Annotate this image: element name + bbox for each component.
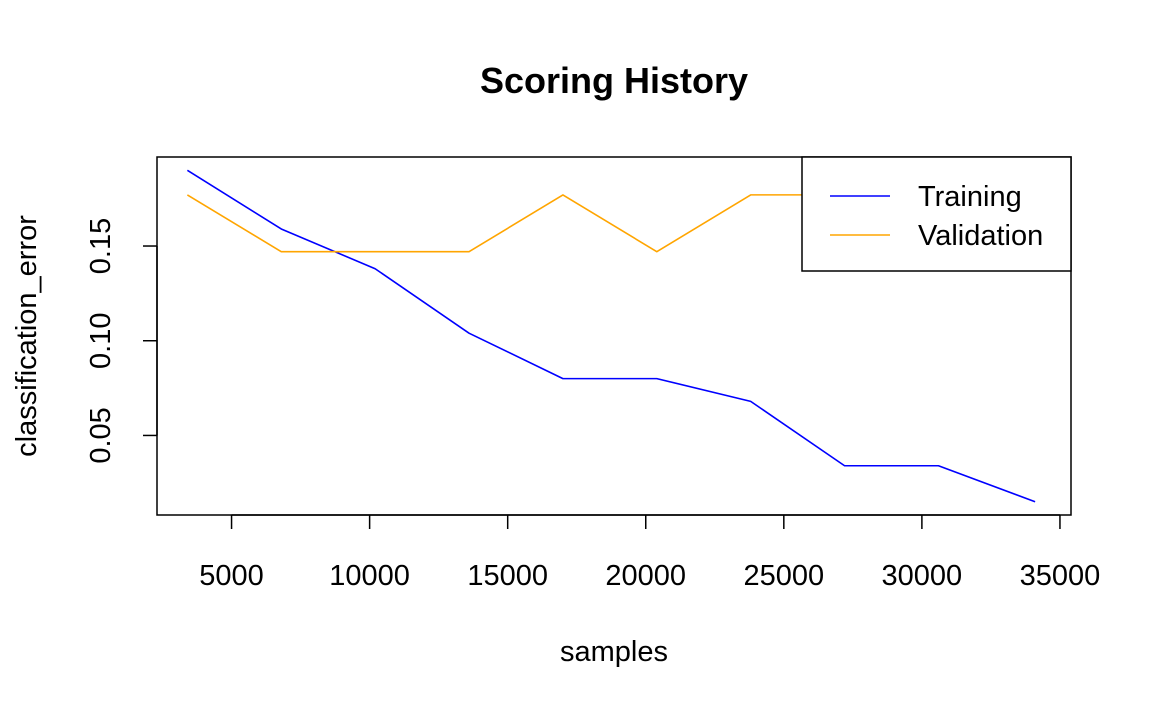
series-line-validation [186, 194, 845, 253]
legend-label-validation: Validation [918, 220, 1043, 252]
x-tick-label: 30000 [882, 560, 963, 592]
x-tick-label: 35000 [1020, 560, 1101, 592]
legend-label-training: Training [918, 181, 1022, 213]
y-tick-label: 0.10 [85, 313, 117, 369]
chart-title: Scoring History [480, 60, 748, 101]
x-tick-label: 20000 [605, 560, 686, 592]
x-tick-label: 15000 [467, 560, 548, 592]
y-tick-label: 0.15 [85, 218, 117, 274]
x-tick-label: 25000 [743, 560, 824, 592]
x-tick-label: 10000 [329, 560, 410, 592]
x-tick-label: 5000 [199, 560, 264, 592]
x-axis: 5000 10000 15000 20000 25000 30000 35000 [199, 514, 1101, 592]
x-axis-label: samples [560, 636, 668, 668]
y-axis-label: classification_error [11, 215, 43, 457]
y-tick-label: 0.05 [85, 407, 117, 463]
y-axis: 0.05 0.10 0.15 [85, 218, 158, 464]
legend-box [801, 156, 1072, 272]
series-line-training [186, 169, 1036, 503]
series-layer [186, 169, 1036, 503]
legend: Training Validation [801, 156, 1072, 272]
